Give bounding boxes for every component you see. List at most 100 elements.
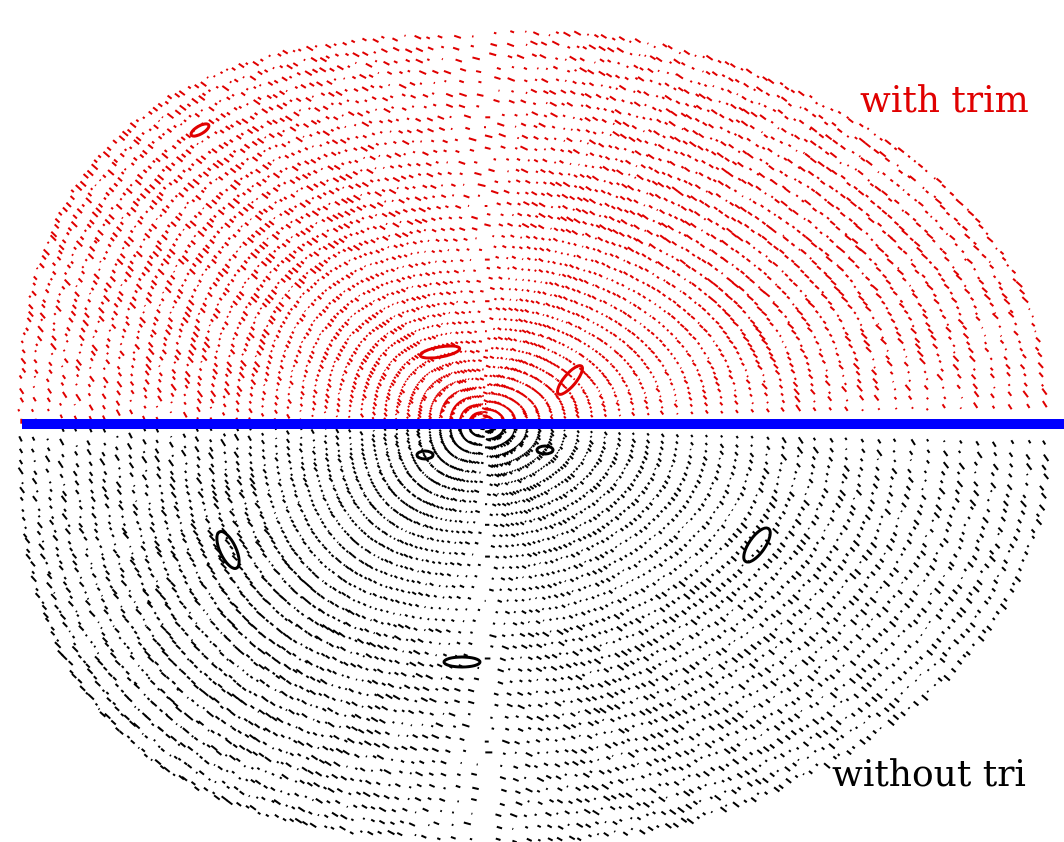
surface-dot xyxy=(446,270,450,274)
surface-dot xyxy=(534,321,538,326)
surface-dot xyxy=(406,488,409,492)
surface-dot xyxy=(261,192,269,200)
surface-dot xyxy=(669,378,672,381)
surface-dot xyxy=(185,149,192,155)
surface-dot xyxy=(363,493,368,498)
surface-dot xyxy=(375,389,379,393)
surface-dot xyxy=(517,443,523,448)
surface-dot xyxy=(184,384,189,389)
surface-dot xyxy=(725,294,733,301)
surface-dot xyxy=(376,510,380,514)
surface-dot xyxy=(183,401,187,406)
surface-dot xyxy=(809,140,817,147)
surface-dot xyxy=(393,434,399,440)
surface-dot xyxy=(659,209,666,215)
surface-dot xyxy=(703,83,708,88)
surface-dot xyxy=(407,163,412,167)
surface-dot xyxy=(939,247,943,251)
surface-dot xyxy=(546,324,552,330)
surface-dot xyxy=(66,231,70,236)
surface-dot xyxy=(631,150,635,154)
surface-dot xyxy=(554,470,558,475)
surface-dot xyxy=(691,66,695,70)
surface-dot xyxy=(627,112,632,117)
surface-dot xyxy=(226,367,233,375)
surface-dot xyxy=(608,215,615,221)
surface-dot xyxy=(270,349,273,353)
surface-dot xyxy=(292,49,296,53)
surface-dot xyxy=(139,153,145,159)
surface-dot xyxy=(521,382,525,385)
surface-dot xyxy=(881,190,888,197)
surface-dot xyxy=(453,381,456,384)
surface-dot xyxy=(532,495,537,499)
surface-dot xyxy=(600,312,604,316)
surface-dot xyxy=(614,320,618,324)
surface-dot xyxy=(367,473,371,478)
surface-dot xyxy=(32,396,37,402)
surface-dot xyxy=(510,480,514,484)
surface-dot xyxy=(897,245,903,251)
surface-dot xyxy=(546,404,551,409)
surface-dot xyxy=(133,156,138,162)
surface-dot xyxy=(807,368,812,373)
surface-dot xyxy=(811,113,817,118)
surface-dot xyxy=(466,490,470,493)
surface-dot xyxy=(952,344,956,348)
surface-dot xyxy=(926,284,934,291)
surface-dot xyxy=(1003,298,1011,305)
surface-dot xyxy=(973,241,977,246)
surface-dot xyxy=(397,370,402,375)
surface-dot xyxy=(824,374,829,379)
surface-dot xyxy=(249,115,255,121)
surface-dot xyxy=(305,96,312,102)
surface-dot xyxy=(603,107,607,112)
surface-dot xyxy=(116,390,121,396)
surface-dot xyxy=(695,104,703,111)
surface-dot xyxy=(337,251,341,255)
surface-dot xyxy=(183,119,187,123)
surface-dot xyxy=(679,290,682,293)
surface-dot xyxy=(677,86,684,92)
surface-dot xyxy=(804,294,808,298)
surface-dot xyxy=(745,240,751,246)
surface-dot xyxy=(446,540,451,544)
surface-dot xyxy=(761,338,769,346)
surface-dot xyxy=(558,171,564,176)
surface-dot xyxy=(904,210,910,216)
surface-dot xyxy=(449,280,454,284)
surface-dot xyxy=(491,503,497,507)
surface-dot xyxy=(869,199,876,205)
surface-dot xyxy=(701,307,707,312)
surface-dot xyxy=(459,340,464,344)
surface-dot xyxy=(675,258,680,262)
surface-dot xyxy=(76,208,83,214)
surface-dot xyxy=(513,429,517,434)
surface-dot xyxy=(306,288,311,293)
surface-dot xyxy=(519,381,522,384)
surface-dot xyxy=(87,383,92,388)
surface-dot xyxy=(362,358,368,363)
surface-dot xyxy=(809,256,812,260)
surface-dot xyxy=(440,333,443,336)
surface-dot xyxy=(63,278,71,286)
surface-dot xyxy=(379,225,386,231)
surface-dot xyxy=(445,103,454,108)
surface-dot xyxy=(535,300,541,305)
surface-dot xyxy=(578,497,582,501)
surface-dot xyxy=(428,525,434,530)
surface-dot xyxy=(93,159,98,164)
surface-dot xyxy=(362,134,368,139)
surface-dot xyxy=(519,455,523,459)
surface-dot xyxy=(498,443,504,448)
surface-dot xyxy=(206,76,209,79)
surface-dot xyxy=(397,352,402,357)
surface-dot xyxy=(754,359,761,365)
surface-dot xyxy=(779,334,782,338)
surface-dot xyxy=(603,431,608,436)
surface-dot xyxy=(47,282,51,287)
surface-dot xyxy=(520,122,527,127)
surface-dot xyxy=(358,483,362,487)
surface-dot xyxy=(523,435,527,439)
surface-dot xyxy=(552,237,558,242)
